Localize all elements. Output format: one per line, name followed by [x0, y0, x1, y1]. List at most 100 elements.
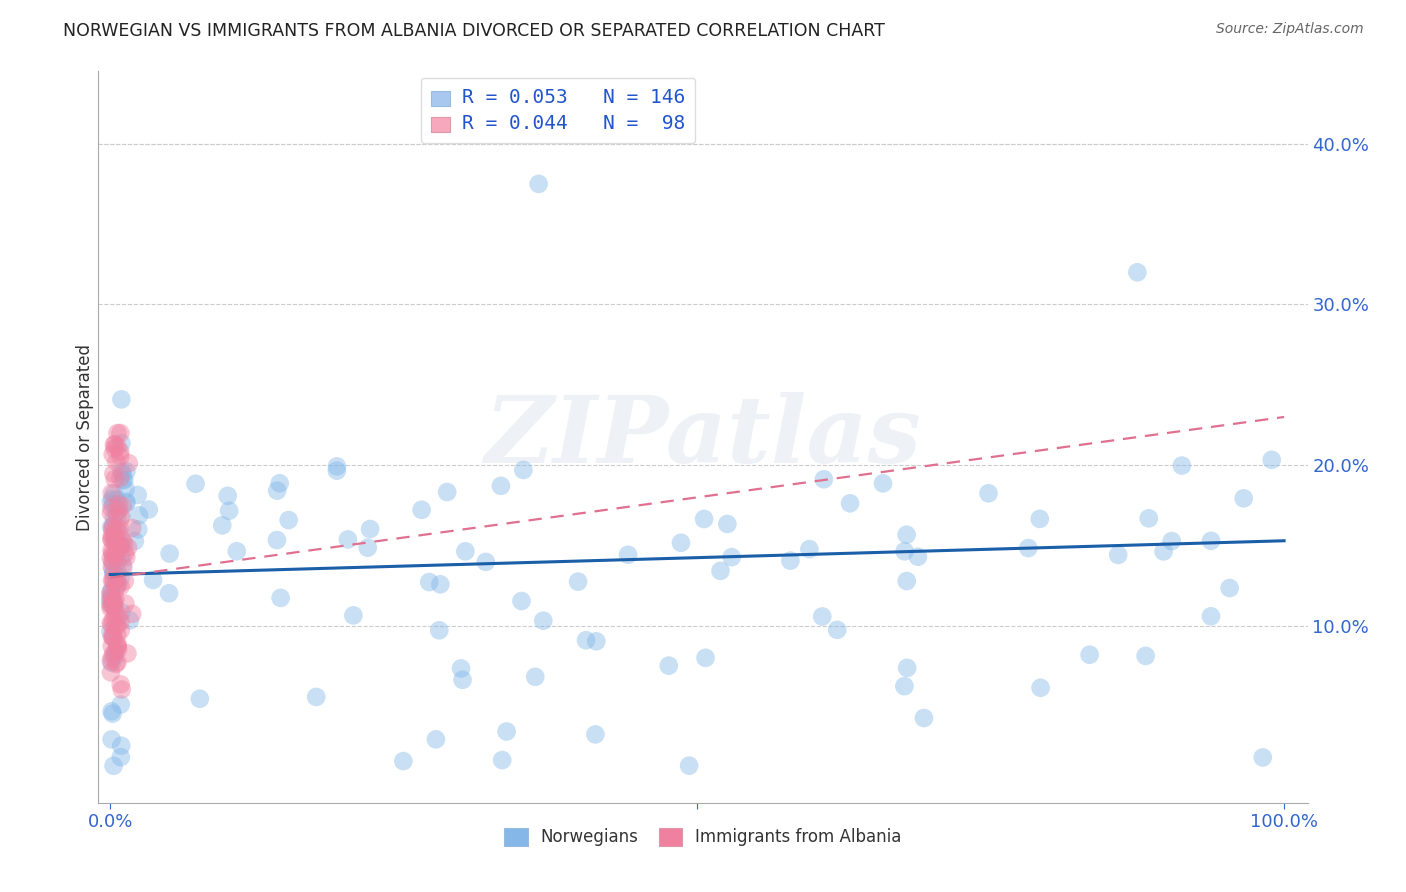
Point: [1219, 581, 1241, 595]
Point: [105, 547, 128, 561]
Point: [117, 541, 139, 555]
Point: [112, 473, 135, 487]
Point: [110, 450, 132, 464]
Point: [1160, 534, 1182, 549]
Point: [225, 544, 247, 558]
Point: [100, 656, 122, 670]
Point: [1260, 453, 1282, 467]
Point: [678, 758, 700, 772]
Point: [107, 579, 129, 593]
Point: [896, 661, 918, 675]
Point: [128, 508, 150, 523]
Point: [1137, 511, 1160, 525]
Point: [105, 554, 128, 568]
Point: [107, 642, 129, 657]
Point: [101, 546, 124, 560]
Point: [104, 472, 127, 486]
Point: [658, 658, 681, 673]
Point: [813, 472, 835, 486]
Point: [101, 447, 124, 461]
Point: [101, 574, 124, 588]
Point: [100, 590, 122, 604]
Point: [105, 627, 128, 641]
Point: [101, 519, 124, 533]
Point: [357, 541, 380, 555]
Point: [1135, 648, 1157, 663]
Point: [107, 618, 129, 632]
Point: [112, 473, 135, 487]
Point: [269, 476, 291, 491]
Point: [103, 598, 125, 612]
Point: [100, 704, 122, 718]
Point: [104, 546, 127, 560]
Point: [427, 624, 450, 638]
Point: [104, 645, 127, 659]
Point: [184, 476, 207, 491]
Point: [101, 631, 124, 645]
Text: Source: ZipAtlas.com: Source: ZipAtlas.com: [1216, 22, 1364, 37]
Point: [100, 601, 122, 615]
Point: [115, 464, 138, 478]
Point: [110, 677, 132, 691]
Point: [270, 591, 292, 605]
Point: [585, 634, 607, 648]
Point: [104, 529, 127, 543]
Point: [110, 698, 132, 712]
Point: [103, 595, 125, 609]
Point: [108, 521, 131, 535]
Point: [451, 673, 474, 687]
Point: [110, 464, 132, 478]
Point: [429, 577, 451, 591]
Point: [101, 554, 124, 568]
Point: [425, 732, 447, 747]
Point: [103, 566, 125, 581]
Point: [100, 500, 122, 515]
Point: [105, 523, 128, 537]
Point: [101, 591, 124, 606]
Point: [110, 540, 132, 554]
Point: [100, 520, 122, 534]
Point: [693, 512, 716, 526]
Point: [115, 550, 138, 565]
Point: [100, 597, 122, 611]
Point: [118, 613, 141, 627]
Point: [157, 586, 180, 600]
Point: [709, 564, 731, 578]
Point: [100, 533, 122, 547]
Point: [115, 496, 138, 510]
Point: [799, 542, 821, 557]
Y-axis label: Divorced or Separated: Divorced or Separated: [76, 343, 94, 531]
Point: [110, 508, 132, 523]
Point: [977, 486, 1000, 500]
Point: [100, 494, 122, 508]
Point: [110, 538, 132, 552]
Point: [105, 577, 128, 591]
Point: [266, 533, 288, 547]
Point: [101, 491, 124, 506]
Point: [779, 553, 801, 567]
Point: [107, 639, 129, 653]
Point: [110, 624, 132, 638]
Point: [101, 613, 124, 627]
Point: [103, 534, 125, 549]
Point: [110, 750, 132, 764]
Point: [912, 711, 935, 725]
Point: [105, 509, 128, 524]
Point: [527, 177, 550, 191]
Point: [114, 482, 136, 496]
Point: [1107, 548, 1129, 562]
Point: [575, 633, 598, 648]
Point: [115, 494, 138, 508]
Text: ZIPatlas: ZIPatlas: [485, 392, 921, 482]
Point: [567, 574, 589, 589]
Point: [103, 486, 125, 500]
Point: [326, 464, 349, 478]
Point: [108, 526, 131, 541]
Point: [107, 497, 129, 511]
Point: [104, 619, 127, 633]
Point: [105, 573, 128, 587]
Point: [531, 614, 554, 628]
Point: [100, 585, 122, 599]
Point: [342, 608, 364, 623]
Point: [110, 425, 132, 440]
